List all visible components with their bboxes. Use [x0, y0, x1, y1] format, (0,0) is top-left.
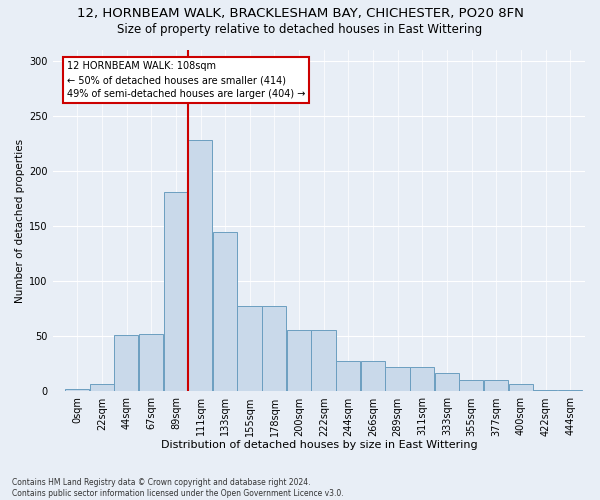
Bar: [89, 384, 114, 392]
Bar: [558, 390, 582, 392]
Text: 12, HORNBEAM WALK, BRACKLESHAM BAY, CHICHESTER, PO20 8FN: 12, HORNBEAM WALK, BRACKLESHAM BAY, CHIC…: [77, 8, 523, 20]
Bar: [287, 330, 311, 392]
Text: Contains HM Land Registry data © Crown copyright and database right 2024.
Contai: Contains HM Land Registry data © Crown c…: [12, 478, 344, 498]
Bar: [434, 372, 459, 392]
Text: 12 HORNBEAM WALK: 108sqm
← 50% of detached houses are smaller (414)
49% of semi-: 12 HORNBEAM WALK: 108sqm ← 50% of detach…: [67, 61, 305, 99]
Bar: [139, 334, 163, 392]
Bar: [336, 360, 360, 392]
X-axis label: Distribution of detached houses by size in East Wittering: Distribution of detached houses by size …: [161, 440, 477, 450]
Bar: [188, 140, 212, 392]
Bar: [164, 192, 188, 392]
Bar: [114, 336, 139, 392]
Bar: [65, 390, 89, 392]
Bar: [410, 367, 434, 392]
Bar: [361, 360, 385, 392]
Bar: [238, 306, 262, 392]
Bar: [509, 384, 533, 392]
Bar: [213, 232, 237, 392]
Y-axis label: Number of detached properties: Number of detached properties: [15, 138, 25, 303]
Bar: [460, 380, 484, 392]
Bar: [262, 306, 286, 392]
Bar: [533, 390, 557, 392]
Bar: [311, 330, 335, 392]
Bar: [385, 367, 410, 392]
Text: Size of property relative to detached houses in East Wittering: Size of property relative to detached ho…: [118, 22, 482, 36]
Bar: [484, 380, 508, 392]
